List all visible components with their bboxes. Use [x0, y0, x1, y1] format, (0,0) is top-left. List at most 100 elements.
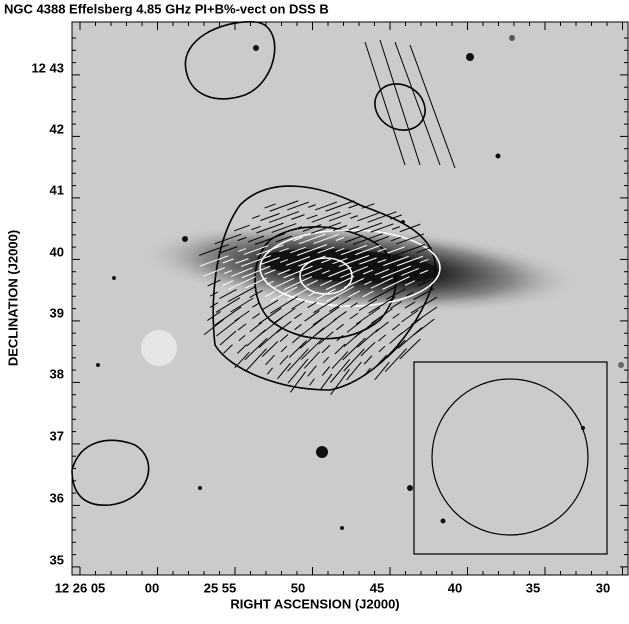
vector	[348, 225, 360, 231]
vector	[209, 302, 219, 308]
vector	[348, 290, 360, 298]
vector	[272, 307, 296, 325]
vector	[368, 286, 396, 302]
vector	[256, 222, 284, 234]
vector	[401, 267, 419, 277]
vector	[199, 255, 229, 267]
vector	[237, 248, 247, 252]
vector	[234, 224, 250, 232]
vector	[304, 310, 320, 322]
contours	[71, 21, 608, 555]
vector	[330, 368, 350, 396]
vector	[310, 222, 342, 234]
vector	[273, 277, 295, 289]
vector	[331, 351, 349, 369]
vector	[271, 223, 297, 233]
vector	[290, 246, 306, 254]
y-tick-label: 12 43	[31, 60, 64, 75]
vector	[392, 313, 400, 319]
vector	[269, 211, 299, 223]
vector	[362, 269, 374, 275]
vector	[313, 296, 339, 314]
vector	[370, 223, 394, 233]
plot-frame	[71, 21, 629, 576]
vector	[198, 244, 230, 256]
vector	[260, 257, 280, 265]
vector	[294, 313, 302, 319]
vector	[264, 203, 276, 209]
vector	[353, 222, 383, 234]
vector	[335, 247, 345, 253]
vector	[384, 348, 408, 372]
vector	[419, 258, 429, 264]
vector	[283, 275, 313, 291]
y-axis-label: DECLINATION (J2000)	[5, 230, 20, 366]
y-tick-label: 41	[50, 182, 64, 197]
vector	[251, 225, 261, 231]
y-tick-label: 42	[50, 121, 64, 136]
vector	[390, 214, 402, 220]
vector	[316, 288, 336, 300]
vector	[252, 302, 260, 308]
vector	[203, 318, 225, 336]
x-tick-label: 12 26 05	[55, 580, 106, 595]
vector	[313, 233, 339, 245]
vector	[344, 235, 364, 243]
vector	[332, 257, 348, 265]
vector	[346, 361, 362, 381]
vector	[298, 233, 326, 245]
vector	[396, 255, 424, 267]
vector	[224, 270, 232, 274]
vector	[357, 212, 379, 222]
vector	[289, 340, 307, 358]
vector	[276, 320, 292, 334]
vector	[325, 200, 355, 212]
vector	[287, 201, 309, 211]
vector	[291, 214, 305, 220]
vector	[386, 339, 406, 359]
vector	[390, 236, 402, 242]
vector	[321, 258, 331, 264]
vector	[231, 267, 253, 277]
vector	[340, 265, 368, 279]
y-tick-label: 38	[50, 366, 64, 381]
vector	[336, 323, 344, 331]
vector	[335, 237, 345, 241]
vector	[322, 270, 330, 274]
vector	[394, 244, 426, 256]
vector	[389, 332, 403, 344]
vector	[395, 233, 425, 245]
vector	[336, 334, 344, 342]
x-axis-label: RIGHT ASCENSION (J2000)	[230, 596, 399, 611]
vector	[277, 269, 291, 275]
vector	[374, 361, 390, 381]
vector	[251, 215, 261, 219]
vector	[332, 225, 348, 231]
vector	[264, 269, 276, 275]
vector	[399, 223, 421, 233]
sky-image	[72, 22, 628, 575]
vector	[285, 256, 311, 266]
vector	[307, 301, 317, 309]
vector	[406, 291, 414, 297]
vector	[256, 244, 284, 256]
vector	[293, 236, 303, 242]
vector	[346, 321, 362, 333]
vector	[270, 296, 298, 314]
vector	[312, 306, 340, 326]
tick-marks	[72, 22, 628, 575]
vector	[329, 358, 351, 384]
vector	[370, 277, 394, 289]
vector	[357, 328, 379, 348]
vector	[279, 259, 289, 263]
vector	[210, 291, 218, 297]
vector	[260, 213, 280, 221]
vector	[364, 280, 372, 286]
vector	[269, 200, 299, 212]
vector	[241, 255, 271, 267]
vector	[280, 345, 288, 353]
vector	[371, 308, 393, 324]
vector	[392, 226, 400, 230]
vector	[385, 288, 407, 300]
